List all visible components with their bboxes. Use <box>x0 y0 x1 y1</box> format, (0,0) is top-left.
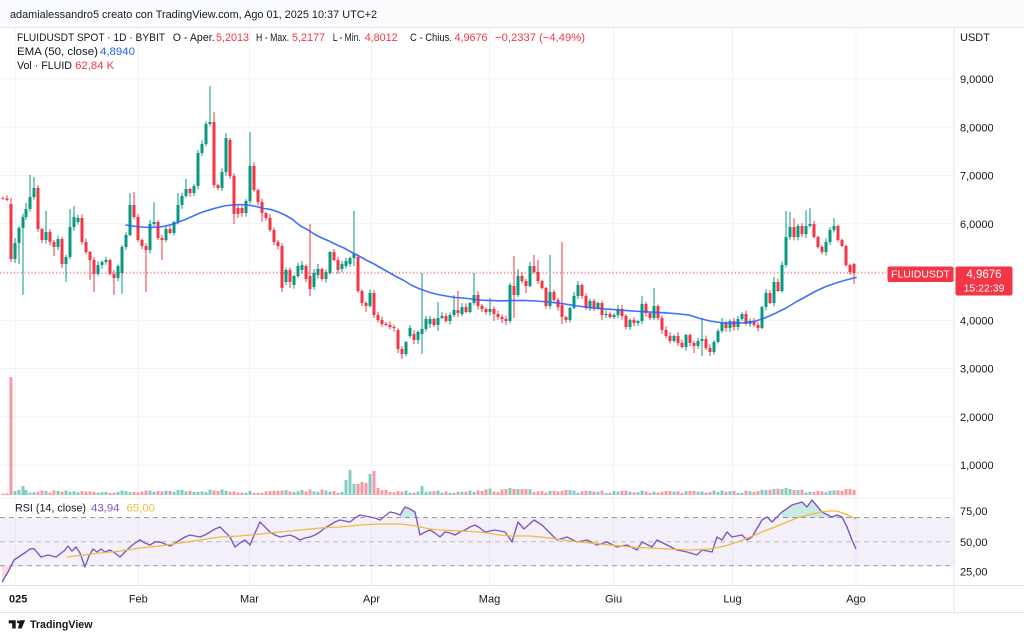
svg-text:Giu: Giu <box>605 594 622 606</box>
svg-text:7,0000: 7,0000 <box>960 171 994 183</box>
svg-text:O - Aper.: O - Aper. <box>173 32 215 44</box>
svg-text:4,8940: 4,8940 <box>100 46 135 58</box>
svg-text:Feb: Feb <box>129 594 148 606</box>
svg-text:2,0000: 2,0000 <box>960 412 994 424</box>
svg-text:5,2013: 5,2013 <box>216 32 249 44</box>
svg-text:25,00: 25,00 <box>960 567 988 579</box>
svg-text:50,00: 50,00 <box>960 537 988 549</box>
svg-text:RSI (14, close): RSI (14, close) <box>15 503 86 515</box>
svg-text:FLUIDUSDT: FLUIDUSDT <box>891 269 951 281</box>
svg-text:9,0000: 9,0000 <box>960 74 994 86</box>
svg-text:62,84 K: 62,84 K <box>75 60 115 72</box>
svg-text:Mar: Mar <box>240 594 259 606</box>
svg-text:15:22:39: 15:22:39 <box>964 283 1005 295</box>
svg-text:−0,2337 (−4,49%): −0,2337 (−4,49%) <box>495 32 585 44</box>
svg-text:USDT: USDT <box>960 32 990 44</box>
svg-text:5,2177: 5,2177 <box>292 32 325 44</box>
svg-text:4,9676: 4,9676 <box>966 269 1001 281</box>
svg-text:65,00: 65,00 <box>127 503 156 515</box>
svg-text:Apr: Apr <box>363 594 380 606</box>
svg-text:FLUIDUSDT SPOT · 1D · BYBIT: FLUIDUSDT SPOT · 1D · BYBIT <box>17 32 165 44</box>
svg-text:C - Chius.: C - Chius. <box>410 32 452 44</box>
svg-text:Mag: Mag <box>479 594 500 606</box>
svg-text:8,0000: 8,0000 <box>960 122 994 134</box>
svg-text:Lug: Lug <box>723 594 741 606</box>
svg-text:EMA (50, close): EMA (50, close) <box>17 46 98 58</box>
svg-text:Vol · FLUID: Vol · FLUID <box>17 60 72 72</box>
svg-text:L - Min.: L - Min. <box>333 32 361 44</box>
svg-text:TradingView: TradingView <box>30 619 93 631</box>
svg-text:4,8012: 4,8012 <box>365 32 398 44</box>
svg-text:adamialessandro5 creato con Tr: adamialessandro5 creato con TradingView.… <box>10 9 377 21</box>
svg-text:1,0000: 1,0000 <box>960 460 994 472</box>
svg-text:4,9676: 4,9676 <box>455 32 488 44</box>
svg-text:3,0000: 3,0000 <box>960 364 994 376</box>
svg-text:Ago: Ago <box>846 594 866 606</box>
svg-text:75,00: 75,00 <box>960 506 988 518</box>
svg-text:43,94: 43,94 <box>91 503 120 515</box>
svg-text:6,0000: 6,0000 <box>960 219 994 231</box>
svg-text:025: 025 <box>9 594 27 606</box>
svg-text:4,0000: 4,0000 <box>960 315 994 327</box>
svg-text:H - Max.: H - Max. <box>256 32 289 44</box>
